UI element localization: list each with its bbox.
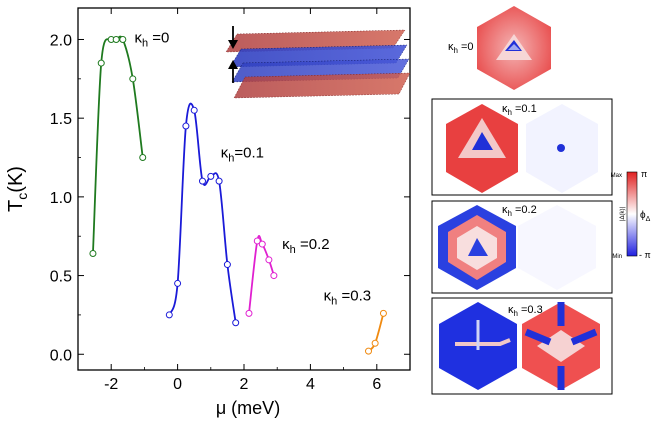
series-labels: κh =0 κh=0.1 κh =0.2 κh =0.3 [134,30,371,308]
y-tick-label: 0.5 [50,269,72,286]
series-0 [89,35,147,258]
x-tick-label: 0 [173,376,182,393]
data-point [207,172,215,180]
data-point [139,154,147,162]
data-point [89,250,97,258]
series-2 [245,235,278,317]
data-point [379,309,387,317]
data-point [258,240,266,248]
x-axis-label: μ (meV) [216,398,280,418]
data-point [174,279,182,287]
data-point [190,106,198,114]
series-line [92,35,144,254]
colorbar-bottom-label: - π [639,250,651,260]
panel-label: κh =0 [448,41,474,55]
series-label: κh =0.3 [324,288,371,308]
series-label: κh =0.2 [282,236,329,256]
panel-kappa-0: κh =0 [448,6,551,90]
data-point [182,122,190,130]
series-1 [165,102,240,327]
colorbar-phi-label: ϕΔ [640,210,651,223]
x-tick-label: 2 [240,376,249,393]
data-point [129,75,137,83]
phase-map-hexagon [518,205,596,290]
colorbar-min-label: Min [612,254,622,260]
series-3 [365,309,387,355]
data-point [371,339,379,347]
data-point [199,177,206,185]
data-point [165,311,173,319]
data-point [265,256,273,264]
series-label: κh =0 [134,30,169,50]
main-plot: -2 0 2 4 6 0.0 0.5 1.0 1.5 2.0 κh =0 κh=0.1 κh =0.… [5,7,411,418]
y-axis-label: Tc(K) [5,166,30,212]
panel-label: κh =0.1 [502,103,537,117]
bilayer-lattice-illustration [225,26,411,99]
panel-label: κh =0.2 [502,204,537,218]
data-point [119,35,127,43]
data-point [112,35,120,43]
data-point [365,347,372,355]
y-tick-label: 1.0 [50,190,72,207]
data-point [270,272,278,280]
y-tick-label: 1.5 [50,111,72,128]
data-point [253,237,261,245]
panel-kappa-0.2: κh =0.2 [431,200,613,294]
y-tick-label: 2.0 [50,32,72,49]
series-line [168,102,237,323]
colorbar: Max Min π - π |Δ(k)| ϕΔ [611,169,651,260]
colorbar-top-label: π [641,169,647,179]
colorbar-max-label: Max [611,173,622,179]
y-tick-label: 0.0 [50,347,72,364]
data-point [232,319,240,327]
x-tick-label: 6 [372,376,381,393]
data-point [245,309,253,317]
panel-kappa-0.3: κh =0.3 [431,297,613,395]
arrow-down-icon [228,26,238,49]
x-tick-label: 4 [306,376,315,393]
panel-kappa-0.1: κh =0.1 [431,98,613,196]
series-label: κh=0.1 [221,145,264,165]
data-point [223,261,231,269]
data-point [97,59,105,67]
data-point [215,177,223,185]
x-tick-label: -2 [104,376,118,393]
panel-label: κh =0.3 [508,304,543,318]
colorbar-side-label: |Δ(k)| [620,207,626,222]
y-axis-ticks: 0.0 0.5 1.0 1.5 2.0 [50,32,410,364]
series-layer [89,35,387,355]
x-axis-ticks: -2 0 2 4 6 [77,8,411,393]
arrow-up-icon [228,60,238,83]
series-line [248,235,275,314]
